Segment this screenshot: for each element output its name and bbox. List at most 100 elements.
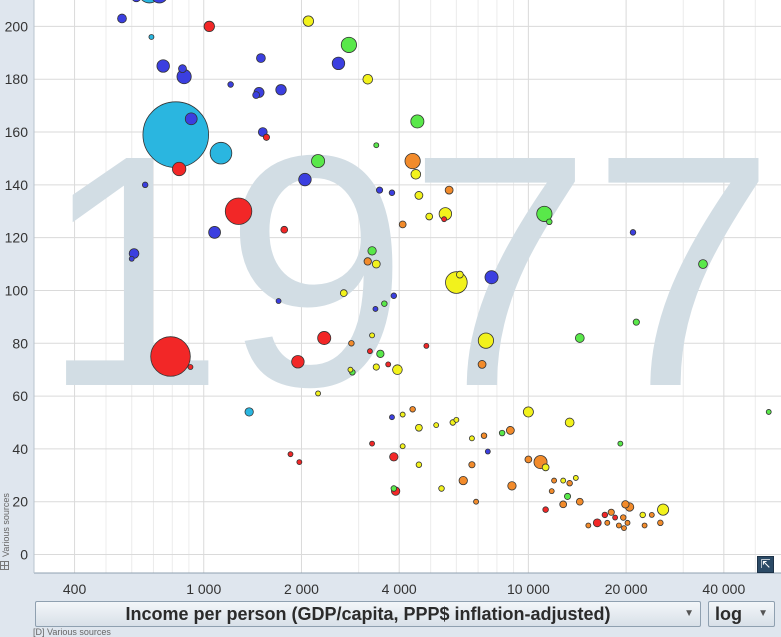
bubble-point[interactable] (468, 461, 476, 469)
bubble-point[interactable] (410, 169, 422, 180)
bubble-point[interactable] (657, 503, 670, 516)
bubble-point[interactable] (302, 15, 314, 27)
bubble-point[interactable] (612, 514, 619, 521)
bubble-point[interactable] (203, 20, 215, 33)
bubble-point[interactable] (423, 343, 430, 349)
bubble-point[interactable] (156, 59, 170, 73)
bubble-point[interactable] (601, 511, 609, 519)
bubble-point[interactable] (473, 498, 479, 505)
bubble-point[interactable] (641, 522, 648, 529)
bubble-point[interactable] (564, 417, 575, 428)
bubble-point[interactable] (469, 435, 475, 442)
bubble-point[interactable] (142, 101, 209, 168)
bubble-point[interactable] (244, 407, 254, 417)
bubble-point[interactable] (585, 522, 592, 529)
bubble-point[interactable] (624, 519, 631, 526)
bubble-point[interactable] (441, 216, 447, 223)
bubble-point[interactable] (621, 500, 630, 509)
bubble-point[interactable] (592, 518, 602, 528)
bubble-point[interactable] (484, 448, 491, 455)
bubble-point[interactable] (453, 416, 460, 423)
bubble-point[interactable] (657, 519, 664, 527)
bubble-point[interactable] (331, 56, 346, 71)
bubble-point[interactable] (399, 443, 406, 450)
bubble-point[interactable] (458, 475, 468, 486)
bubble-point[interactable] (311, 154, 326, 169)
bubble-point[interactable] (698, 259, 708, 269)
bubble-point[interactable] (376, 186, 384, 194)
bubble-point[interactable] (404, 153, 421, 170)
bubble-point[interactable] (363, 257, 372, 266)
bubble-point[interactable] (150, 336, 191, 377)
bubble-point[interactable] (252, 91, 260, 99)
bubble-point[interactable] (456, 270, 464, 279)
bubble-point[interactable] (389, 414, 395, 421)
bubble-point[interactable] (184, 112, 198, 126)
bubble-point[interactable] (385, 361, 392, 368)
bubble-point[interactable] (291, 355, 305, 369)
bubble-point[interactable] (388, 189, 396, 196)
bubble-point[interactable] (298, 172, 312, 187)
bubble-point[interactable] (615, 522, 622, 529)
bubble-point[interactable] (369, 440, 375, 447)
x-axis-indicator-selector[interactable]: Income per person (GDP/capita, PPP$ infl… (35, 601, 701, 627)
bubble-point[interactable] (317, 331, 332, 345)
bubble-point[interactable] (574, 333, 585, 343)
bubble-point[interactable] (524, 455, 533, 464)
bubble-point[interactable] (367, 348, 373, 355)
bubble-point[interactable] (148, 34, 155, 40)
bubble-point[interactable] (275, 298, 282, 304)
bubble-point[interactable] (629, 229, 637, 236)
bubble-point[interactable] (477, 332, 494, 349)
bubble-point[interactable] (498, 429, 506, 437)
bubble-point[interactable] (296, 459, 303, 465)
bubble-point[interactable] (128, 255, 135, 262)
bubble-point[interactable] (172, 161, 187, 177)
bubble-point[interactable] (376, 349, 385, 358)
bubble-point[interactable] (178, 64, 187, 74)
bubble-point[interactable] (522, 406, 534, 418)
bubble-point[interactable] (480, 432, 488, 439)
bubble-point[interactable] (566, 480, 573, 487)
bubble-point[interactable] (362, 73, 373, 85)
bubble-point[interactable] (546, 218, 553, 226)
bubble-point[interactable] (347, 366, 354, 373)
bubble-point[interactable] (381, 300, 388, 307)
bubble-point[interactable] (367, 246, 377, 256)
bubble-point[interactable] (551, 477, 557, 484)
bubble-point[interactable] (632, 318, 640, 326)
bubble-point[interactable] (536, 205, 553, 222)
bubble-point[interactable] (572, 475, 579, 481)
bubble-point[interactable] (275, 84, 287, 96)
bubble-point[interactable] (348, 340, 355, 347)
bubble-point[interactable] (187, 364, 194, 370)
bubble-point[interactable] (224, 197, 253, 225)
bubble-point[interactable] (256, 53, 266, 63)
bubble-point[interactable] (390, 292, 398, 299)
bubble-point[interactable] (477, 360, 487, 369)
expand-icon[interactable]: ⇱ (757, 556, 774, 573)
bubble-point[interactable] (541, 463, 550, 472)
bubble-point[interactable] (484, 270, 499, 285)
bubble-point[interactable] (560, 477, 567, 484)
bubble-point[interactable] (414, 191, 424, 200)
bubble-point[interactable] (765, 409, 772, 415)
table-icon[interactable] (0, 561, 9, 570)
bubble-point[interactable] (604, 519, 611, 526)
bubble-point[interactable] (617, 440, 624, 447)
bubble-point[interactable] (542, 506, 549, 513)
bubble-point[interactable] (433, 422, 440, 429)
bubble-point[interactable] (507, 481, 517, 491)
bubble-point[interactable] (372, 306, 379, 312)
bubble-point[interactable] (340, 36, 357, 53)
bubble-point[interactable] (438, 485, 445, 492)
bubble-point[interactable] (410, 114, 425, 129)
bubble-point[interactable] (607, 508, 615, 516)
bubble-point[interactable] (117, 13, 127, 24)
bubble-point[interactable] (371, 259, 381, 269)
bubble-point[interactable] (369, 332, 375, 339)
bubble-point[interactable] (208, 226, 221, 239)
bubble-point[interactable] (506, 426, 515, 435)
bubble-point[interactable] (141, 181, 149, 189)
